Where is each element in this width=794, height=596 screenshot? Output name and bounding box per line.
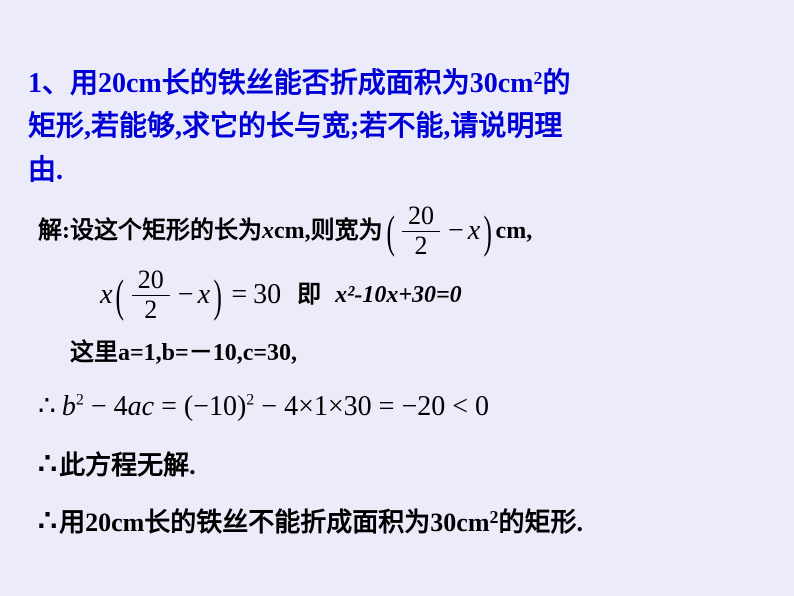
l5-text: 此方程无解. xyxy=(59,451,196,480)
solution-line6: ∴用20cm长的铁丝不能折成面积为30cm2的矩形. xyxy=(38,499,766,544)
frac-num: 20 xyxy=(402,202,440,232)
fraction: 20 2 xyxy=(402,202,440,260)
problem-line1-b: 的 xyxy=(543,68,571,99)
l2-equation: x ( 20 2 − x ) = 30 xyxy=(100,266,281,324)
problem-statement: 1、用20cm长的铁丝能否折成面积为30cm2的 矩形,若能够,求它的长与宽;若… xyxy=(28,62,766,192)
solution-body: 解:设这个矩形的长为 x cm ,则宽为 ( 20 2 − x ) cm, x … xyxy=(28,202,766,543)
l4-discriminant: b2 − 4ac = (−10)2 − 4×1×30 = −20 < 0 xyxy=(62,386,489,428)
l1-minusx: x xyxy=(468,210,480,252)
l1-b: cm xyxy=(274,213,305,249)
l1-x: x xyxy=(262,213,274,249)
problem-line1-a: 1、用20cm长的铁丝能否折成面积为30cm xyxy=(28,68,534,99)
therefore2-icon: ∴ xyxy=(38,448,57,481)
l1-d: cm, xyxy=(496,213,533,249)
l2-rhs: 30 xyxy=(253,274,281,316)
lparen-icon: ( xyxy=(386,211,394,252)
minus-sign: − xyxy=(448,210,464,252)
l6-b: 的矩形. xyxy=(499,508,584,537)
frac2-den: 2 xyxy=(138,296,163,325)
problem-line3: 由. xyxy=(28,155,63,186)
problem-line1-sup: 2 xyxy=(534,68,543,88)
l6-a: 用20cm长的铁丝不能折成面积为30cm xyxy=(59,508,489,537)
l2-x: x xyxy=(100,274,112,316)
solution-line5: ∴此方程无解. xyxy=(38,442,766,487)
lparen2-icon: ( xyxy=(116,275,124,316)
l2-quad: x²-10x+30=0 xyxy=(335,277,462,313)
equals-sign: = xyxy=(231,274,247,316)
l2-x2: x xyxy=(198,274,210,316)
solution-line3: 这里a=1,b=－10,c=30, xyxy=(70,335,766,371)
l6-sup: 2 xyxy=(490,507,499,527)
l1-a: 解:设这个矩形的长为 xyxy=(38,213,262,249)
l2-ji: 即 xyxy=(297,277,321,313)
frac-den: 2 xyxy=(408,232,433,261)
rparen-icon: ) xyxy=(484,211,492,252)
l1-fraction-group: ( 20 2 − x ) xyxy=(383,202,496,260)
problem-line2: 矩形,若能够,求它的长与宽;若不能,请说明理 xyxy=(28,111,562,142)
therefore3-icon: ∴ xyxy=(38,505,57,538)
rparen2-icon: ) xyxy=(213,275,221,316)
solution-line1: 解:设这个矩形的长为 x cm ,则宽为 ( 20 2 − x ) cm, xyxy=(38,202,766,260)
frac2-num: 20 xyxy=(132,266,170,296)
slide-content: 1、用20cm长的铁丝能否折成面积为30cm2的 矩形,若能够,求它的长与宽;若… xyxy=(0,0,794,544)
fraction2: 20 2 xyxy=(132,266,170,324)
therefore-icon: ∴ xyxy=(38,385,56,427)
solution-line4: ∴ b2 − 4ac = (−10)2 − 4×1×30 = −20 < 0 xyxy=(38,385,766,428)
l1-c: ,则宽为 xyxy=(305,213,383,249)
minus2-sign: − xyxy=(178,274,194,316)
solution-line2: x ( 20 2 − x ) = 30 即 x²-10x+30=0 xyxy=(100,266,766,324)
